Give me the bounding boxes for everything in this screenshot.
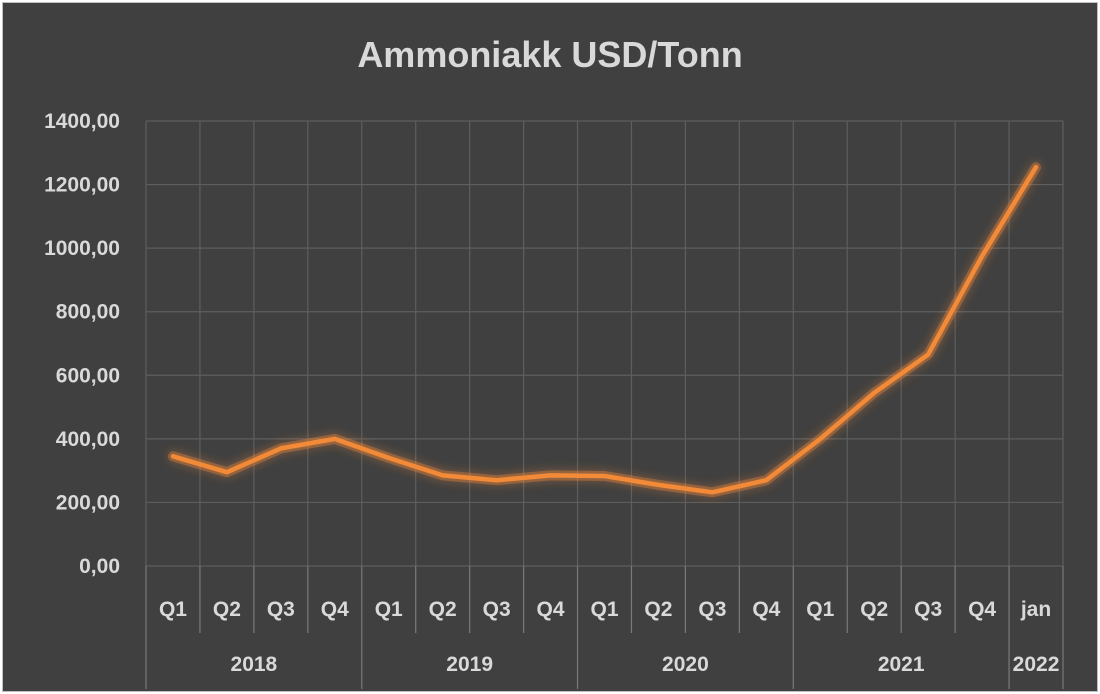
- x-tick-label: Q1: [590, 598, 618, 621]
- x-tick-label: Q4: [752, 598, 780, 621]
- x-group-label: 2022: [1013, 653, 1060, 676]
- x-group-label: 2018: [231, 653, 278, 676]
- y-tick-label: 1200,00: [44, 174, 120, 197]
- y-tick-label: 800,00: [56, 301, 120, 324]
- x-tick-label: Q3: [914, 598, 942, 621]
- x-group-label: 2019: [446, 653, 493, 676]
- x-axis: Q1 Q2 Q3 Q4 Q1 Q2 Q3 Q4 Q1 Q2 Q3 Q4 Q1 Q2 Q3 Q4 jan 2018 2…: [145, 566, 1064, 689]
- x-tick-label: Q2: [860, 598, 888, 621]
- x-tick-label: jan: [1020, 598, 1051, 621]
- line-chart: Ammoniakk USD/Tonn 0,00 200,00 400,00 600,0…: [44, 34, 1064, 689]
- x-group-label: 2021: [878, 653, 925, 676]
- y-tick-label: 600,00: [56, 364, 120, 387]
- x-tick-label: Q4: [537, 598, 565, 621]
- x-tick-label: Q4: [321, 598, 349, 621]
- x-tick-label: Q2: [213, 598, 241, 621]
- x-tick-label: Q3: [483, 598, 511, 621]
- y-tick-label: 1000,00: [44, 237, 120, 260]
- series-line: [170, 164, 1039, 495]
- y-tick-label: 400,00: [56, 428, 120, 451]
- x-tick-label: Q2: [429, 598, 457, 621]
- x-tick-label: Q1: [159, 598, 187, 621]
- x-tick-label: Q2: [644, 598, 672, 621]
- x-group-label: 2020: [662, 653, 709, 676]
- x-tick-label: Q4: [968, 598, 996, 621]
- y-tick-label: 200,00: [56, 491, 120, 514]
- series: [168, 162, 1041, 498]
- x-tick-label: Q3: [698, 598, 726, 621]
- x-tick-label: Q1: [375, 598, 403, 621]
- y-tick-label: 1400,00: [44, 110, 120, 133]
- y-axis: 0,00 200,00 400,00 600,00 800,00 1000,00 1200,…: [44, 110, 120, 578]
- y-tick-label: 0,00: [79, 555, 120, 578]
- x-tick-label: Q3: [267, 598, 295, 621]
- x-tick-label: Q1: [806, 598, 834, 621]
- gridlines: [145, 120, 1064, 567]
- chart-title: Ammoniakk USD/Tonn: [357, 34, 742, 75]
